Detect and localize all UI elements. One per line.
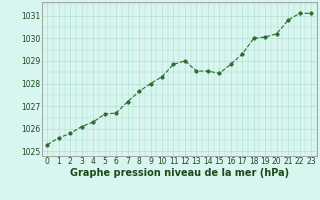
X-axis label: Graphe pression niveau de la mer (hPa): Graphe pression niveau de la mer (hPa) (70, 168, 289, 178)
